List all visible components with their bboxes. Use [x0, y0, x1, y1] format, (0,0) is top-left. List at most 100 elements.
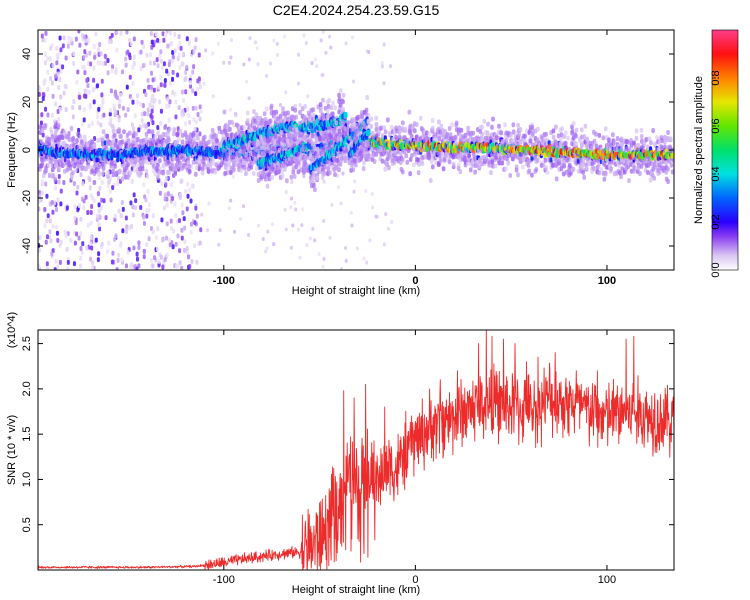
spectrogram-noise-cell	[61, 64, 65, 70]
spectrogram-cell	[167, 137, 171, 143]
spectrogram-cell	[82, 134, 87, 140]
spectrogram-noise-cell	[100, 78, 104, 84]
spectrogram-noise-cell	[179, 45, 183, 51]
spectrogram-cell	[428, 177, 433, 183]
spectrogram-cell	[441, 166, 446, 172]
spectrogram-cell	[61, 135, 65, 141]
spectrogram-noise-cell	[156, 63, 160, 69]
spectrogram-noise-cell	[178, 260, 182, 266]
spectrogram-noise-cell	[290, 179, 294, 184]
spectrogram-noise-cell	[374, 214, 378, 219]
spectrogram-noise-cell	[173, 201, 177, 207]
spectrogram-noise-cell	[46, 112, 50, 118]
spectrogram-noise-cell	[162, 205, 166, 211]
spectrogram-cell	[41, 173, 46, 179]
spectrogram-noise-cell	[62, 35, 66, 41]
spectrogram-noise-cell	[257, 223, 261, 228]
spectrogram-noise-cell	[96, 191, 100, 197]
spectrogram-noise-cell	[183, 225, 187, 231]
spectrogram-cell	[40, 128, 45, 134]
spectrogram-noise-cell	[191, 88, 195, 94]
spectrogram-noise-cell	[151, 167, 155, 173]
spectrogram-noise-cell	[157, 84, 161, 90]
spectrogram-noise-cell	[362, 256, 366, 261]
spectrogram-noise-cell	[106, 248, 110, 254]
spectrogram-noise-cell	[170, 182, 174, 188]
spectrogram-noise-cell	[115, 267, 119, 270]
spectrogram-noise-cell	[159, 254, 163, 260]
spectrogram-noise-cell	[382, 81, 386, 86]
spectrogram-noise-cell	[306, 94, 310, 99]
spectrogram-noise-cell	[109, 107, 113, 113]
spectrogram-noise-cell	[314, 57, 318, 62]
spectrogram-noise-cell	[83, 34, 87, 40]
spectrogram-noise-cell	[96, 83, 100, 89]
spectrogram-noise-cell	[95, 114, 99, 120]
spectrogram-noise-cell	[151, 263, 155, 269]
spectrogram-noise-cell	[355, 246, 359, 251]
spectrogram-noise-cell	[50, 200, 54, 206]
spectrogram-noise-cell	[195, 259, 199, 265]
spectrogram-noise-cell	[86, 83, 90, 89]
spectrogram-noise-cell	[188, 119, 192, 125]
spectrogram-cell	[564, 130, 568, 136]
spectrogram-cell	[187, 168, 192, 174]
spectrogram-noise-cell	[50, 251, 54, 257]
spectrogram-noise-cell	[96, 120, 100, 126]
spectrogram-noise-cell	[167, 237, 171, 243]
spectrogram-noise-cell	[177, 52, 181, 58]
spectrogram-cell	[437, 136, 442, 142]
spectrogram-noise-cell	[51, 209, 55, 215]
spectrogram-noise-cell	[284, 190, 288, 195]
spectrogram-noise-cell	[55, 45, 59, 51]
spectrogram-cell	[415, 121, 419, 127]
spectrogram-cell	[447, 125, 452, 131]
spectrogram-cell	[480, 136, 485, 142]
spectrogram-cell	[161, 170, 166, 176]
spectrogram-noise-cell	[90, 120, 94, 126]
spectrogram-noise-cell	[81, 241, 85, 247]
spectrogram-noise-cell	[57, 116, 61, 122]
spectrogram-noise-cell	[199, 109, 203, 114]
spectrogram-noise-cell	[47, 172, 51, 178]
spectrogram-cell	[521, 164, 525, 170]
spectrogram-noise-cell	[97, 202, 101, 208]
spectrogram-noise-cell	[38, 91, 41, 97]
spectrogram-noise-cell	[176, 263, 180, 269]
spectrogram-noise-cell	[174, 99, 178, 105]
spectrogram-noise-cell	[74, 220, 78, 226]
spectrogram-noise-cell	[272, 38, 276, 43]
spectrogram-noise-cell	[182, 97, 186, 103]
spectrogram-noise-cell	[130, 262, 134, 268]
spectrogram-noise-cell	[103, 53, 107, 59]
spectrogram-noise-cell	[171, 90, 175, 96]
spectrogram-noise-cell	[93, 54, 97, 60]
spectrogram-noise-cell	[114, 69, 118, 75]
spectrogram-noise-cell	[88, 185, 92, 191]
spectrogram-noise-cell	[218, 228, 222, 233]
spectrogram-noise-cell	[163, 32, 167, 38]
spectrogram-cell	[80, 139, 84, 145]
spectrogram-noise-cell	[81, 181, 85, 187]
spectrogram-noise-cell	[48, 56, 52, 62]
spectrogram-noise-cell	[102, 112, 106, 118]
spectrogram-noise-cell	[85, 88, 89, 94]
spectrogram-noise-cell	[46, 213, 50, 219]
spectrogram-noise-cell	[384, 212, 388, 217]
spectrogram-noise-cell	[115, 30, 119, 36]
spectrogram-noise-cell	[192, 49, 196, 55]
spectrogram-noise-cell	[46, 266, 50, 270]
spectrogram-noise-cell	[158, 190, 162, 196]
spectrogram-noise-cell	[139, 49, 143, 55]
spectrogram-cell	[223, 164, 228, 170]
spectrogram-noise-cell	[102, 198, 106, 204]
spectrogram-cell	[451, 161, 456, 167]
spectrogram-noise-cell	[82, 204, 86, 210]
spectrogram-cell	[104, 133, 109, 139]
spectrogram-noise-cell	[207, 201, 211, 206]
spectrogram-cell	[107, 179, 111, 185]
spectrogram-noise-cell	[180, 112, 184, 118]
spectrogram-noise-cell	[69, 237, 73, 243]
spectrogram-noise-cell	[55, 224, 59, 230]
